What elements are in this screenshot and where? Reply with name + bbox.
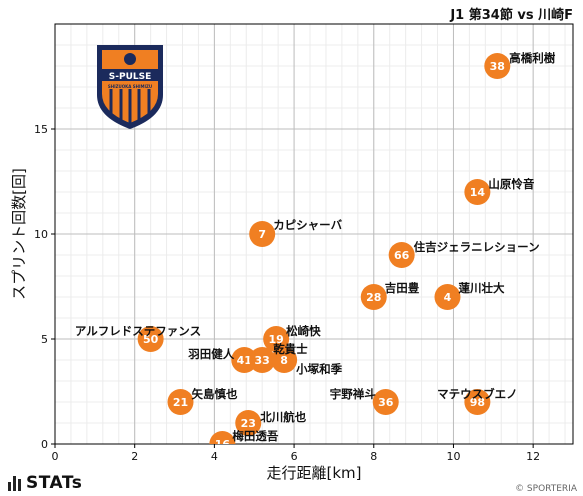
- data-point-marker: [167, 389, 194, 415]
- player-name-label: 住吉ジェラニレショーン: [414, 240, 540, 254]
- player-name-label: 乾貴士: [273, 342, 308, 356]
- x-axis-label: 走行距離[km]: [266, 464, 361, 482]
- x-tick-label: 4: [211, 450, 218, 463]
- player-name-label: カピシャーバ: [273, 218, 342, 232]
- data-point-marker: [360, 284, 387, 310]
- data-point-marker: [235, 410, 262, 436]
- player-name-label: 羽田健人: [188, 347, 234, 361]
- y-tick-label: 0: [41, 438, 48, 451]
- player-name-label: マテウスブエノ: [437, 387, 518, 401]
- player-name-label: 高橋利樹: [509, 51, 555, 65]
- player-name-label: 松崎快: [286, 324, 321, 338]
- x-axis-ticks: 0 2 4 6 8 10 12: [52, 444, 540, 463]
- club-logo-subtext: SHIZUOKA SHIMIZU: [108, 84, 152, 89]
- x-tick-label: 6: [291, 450, 298, 463]
- data-point-number: 7: [258, 228, 266, 241]
- player-name-label: 矢島慎也: [192, 387, 238, 401]
- data-point-marker: [137, 326, 164, 352]
- data-point-marker: [209, 431, 236, 444]
- y-tick-label: 10: [34, 228, 48, 241]
- data-point-number: 36: [378, 396, 394, 409]
- copyright-credit: © SPORTERIA: [515, 484, 577, 494]
- data-point-number: 41: [237, 354, 252, 367]
- data-point-number: 19: [268, 333, 283, 346]
- y-axis-label: スプリント回数[回]: [10, 168, 28, 300]
- club-logo: S-PULSE SHIZUOKA SHIMIZU: [97, 45, 163, 129]
- x-tick-label: 10: [446, 450, 460, 463]
- data-point-number: 21: [173, 396, 188, 409]
- data-point-number: 98: [470, 396, 485, 409]
- stats-bars-icon: [8, 475, 21, 491]
- data-point-number: 38: [490, 60, 505, 73]
- data-point-marker: [464, 179, 491, 205]
- data-point-number: 23: [241, 417, 256, 430]
- data-point-marker: [434, 284, 461, 310]
- data-point-number: 28: [366, 291, 381, 304]
- player-name-label: 北川航也: [260, 410, 306, 424]
- data-point-marker: [271, 347, 298, 373]
- data-point-number: 8: [280, 354, 288, 367]
- chart-title: J1 第34節 vs 川崎F: [450, 8, 573, 23]
- y-tick-label: 5: [41, 333, 48, 346]
- data-point-number: 16: [215, 438, 231, 451]
- data-point-number: 14: [470, 186, 486, 199]
- data-point-marker: [249, 347, 276, 373]
- data-point-number: 66: [394, 249, 410, 262]
- player-name-label: 山原怜音: [488, 177, 534, 191]
- data-point-number: 4: [444, 291, 452, 304]
- player-name-label: 吉田豊: [385, 281, 420, 295]
- stats-wordmark: STATs: [26, 473, 83, 493]
- data-point-marker: [263, 326, 290, 352]
- data-point-number: 50: [143, 333, 159, 346]
- data-point-marker: [464, 389, 491, 415]
- player-name-label: 蓮川壮大: [458, 281, 504, 295]
- y-axis-ticks: 0 5 10 15: [34, 123, 55, 451]
- player-name-label: 小塚和季: [295, 362, 342, 376]
- x-tick-label: 0: [52, 450, 59, 463]
- player-name-label: 梅田透吾: [232, 429, 278, 443]
- x-tick-label: 2: [131, 450, 138, 463]
- y-tick-label: 15: [34, 123, 48, 136]
- data-points: 38 14 7 66 28 4 50 19 41 33 8 21 36 98 23 16: [137, 53, 511, 451]
- x-tick-label: 12: [526, 450, 540, 463]
- player-name-label: アルフレドステファンス: [75, 324, 201, 338]
- player-name-label: 宇野禅斗: [330, 387, 376, 401]
- data-point-marker: [388, 242, 415, 268]
- data-point-marker: [249, 221, 276, 247]
- data-point-number: 33: [255, 354, 270, 367]
- stats-logo: STATs: [8, 473, 82, 493]
- data-point-marker: [372, 389, 399, 415]
- data-point-marker: [484, 53, 511, 79]
- club-logo-text: S-PULSE: [109, 72, 152, 82]
- x-tick-label: 8: [370, 450, 377, 463]
- data-point-marker: [231, 347, 258, 373]
